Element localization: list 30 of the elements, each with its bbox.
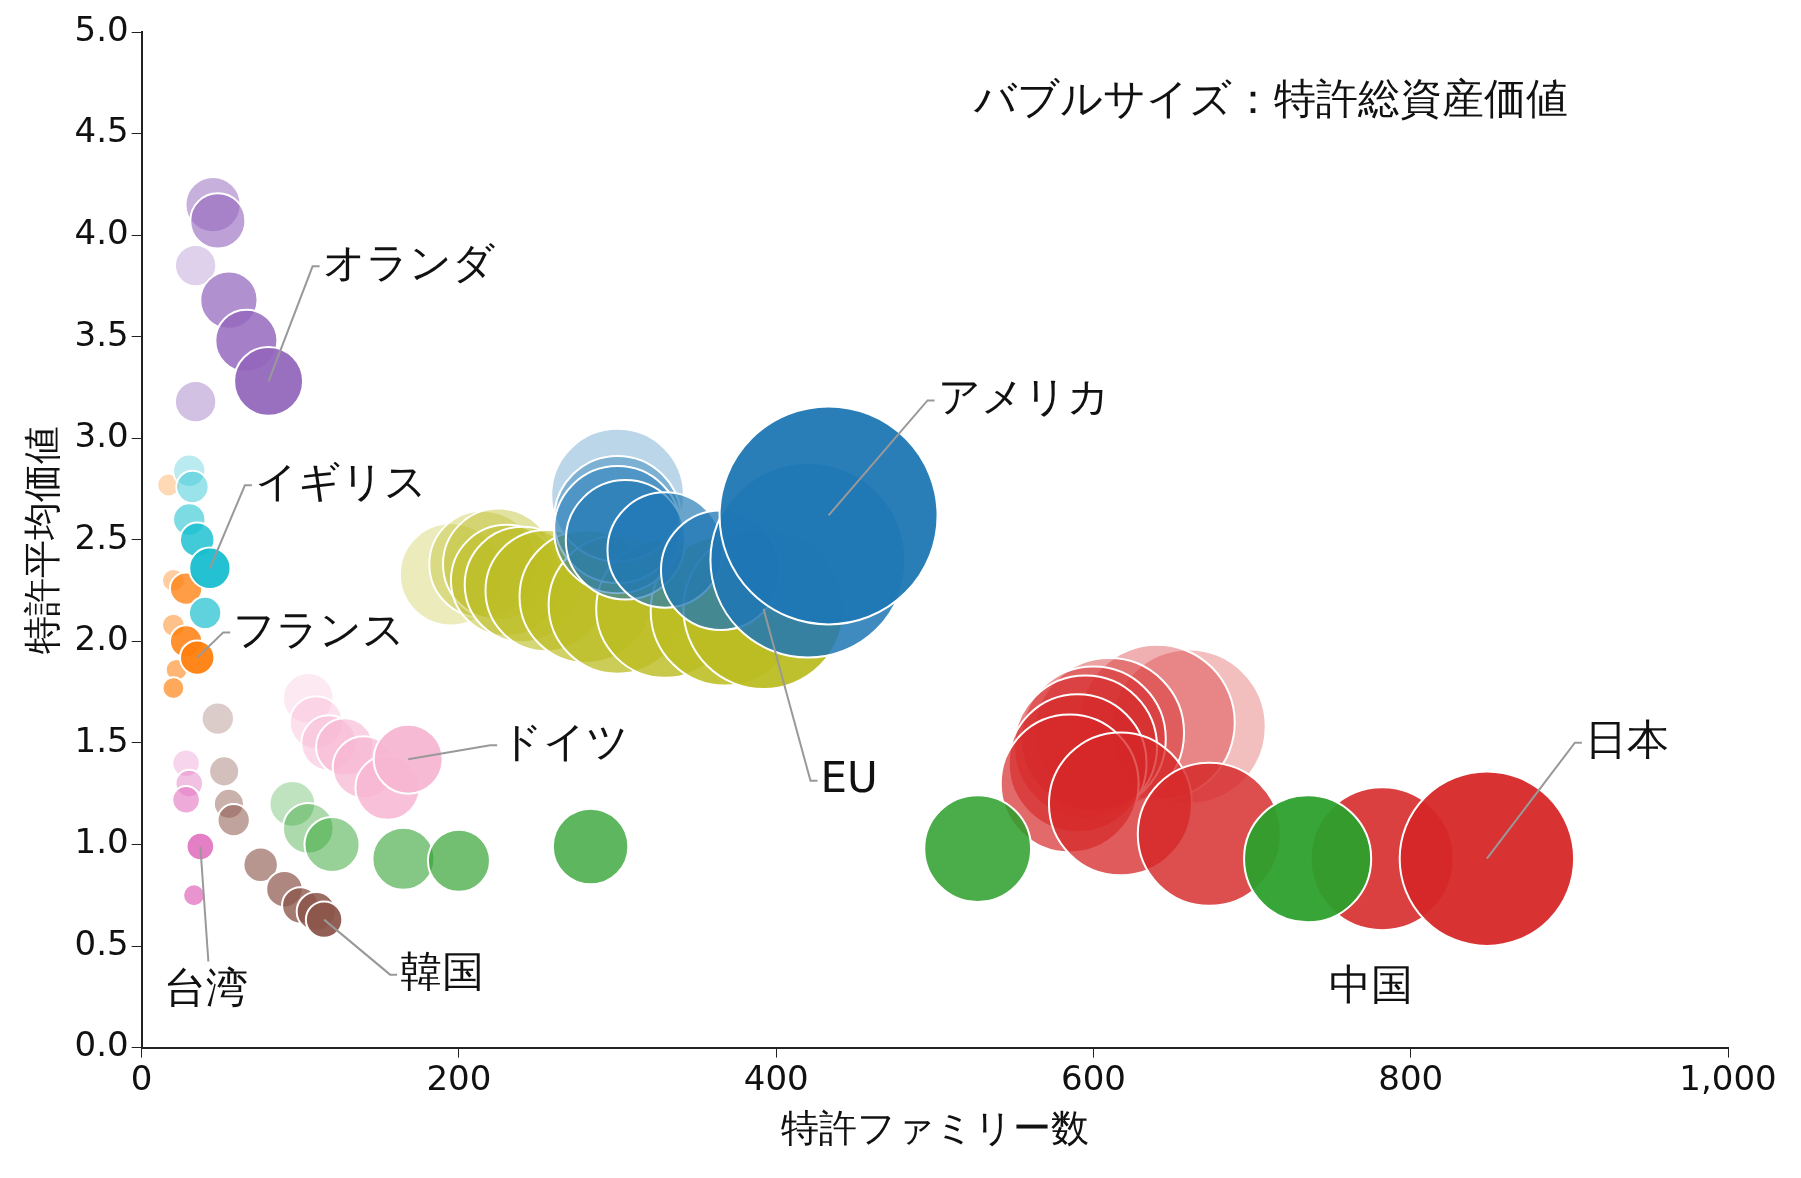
series-label: オランダ — [322, 238, 495, 288]
x-tick-label: 800 — [1378, 1057, 1444, 1098]
series-label: 韓国 — [400, 946, 485, 996]
x-tick-label: 0 — [130, 1057, 153, 1098]
x-tick-label: 200 — [426, 1057, 492, 1098]
series-label: 日本 — [1584, 714, 1669, 764]
series-label: ドイツ — [500, 717, 630, 767]
series-label: 台湾 — [164, 963, 249, 1013]
series-label: 中国 — [1328, 959, 1413, 1009]
x-tick-label: 1,000 — [1679, 1057, 1777, 1098]
x-axis-title: 特許ファミリー数 — [780, 1106, 1089, 1151]
y-tick-label: 2.5 — [74, 516, 129, 557]
y-tick-label: 5.0 — [74, 8, 129, 49]
series-label: EU — [820, 752, 878, 802]
x-tick-label: 600 — [1061, 1057, 1126, 1098]
series-label: フランス — [233, 604, 406, 654]
y-tick-label: 0.5 — [74, 922, 129, 963]
x-tick-label: 400 — [743, 1057, 809, 1098]
y-tick-label: 4.0 — [74, 211, 129, 252]
y-tick-label: 0.0 — [74, 1024, 129, 1065]
annotation: バブルサイズ：特許総資産価値 — [973, 73, 1568, 123]
series-label: イギリス — [254, 457, 427, 507]
y-axis-title: 特許平均価値 — [19, 425, 64, 654]
y-tick-label: 4.5 — [74, 110, 129, 151]
y-tick-label: 1.0 — [74, 821, 129, 862]
series-label: アメリカ — [937, 372, 1110, 422]
y-tick-label: 3.0 — [74, 415, 129, 456]
y-tick-label: 1.5 — [74, 719, 129, 760]
y-tick-label: 2.0 — [74, 618, 129, 659]
y-tick-label: 3.5 — [74, 313, 129, 354]
